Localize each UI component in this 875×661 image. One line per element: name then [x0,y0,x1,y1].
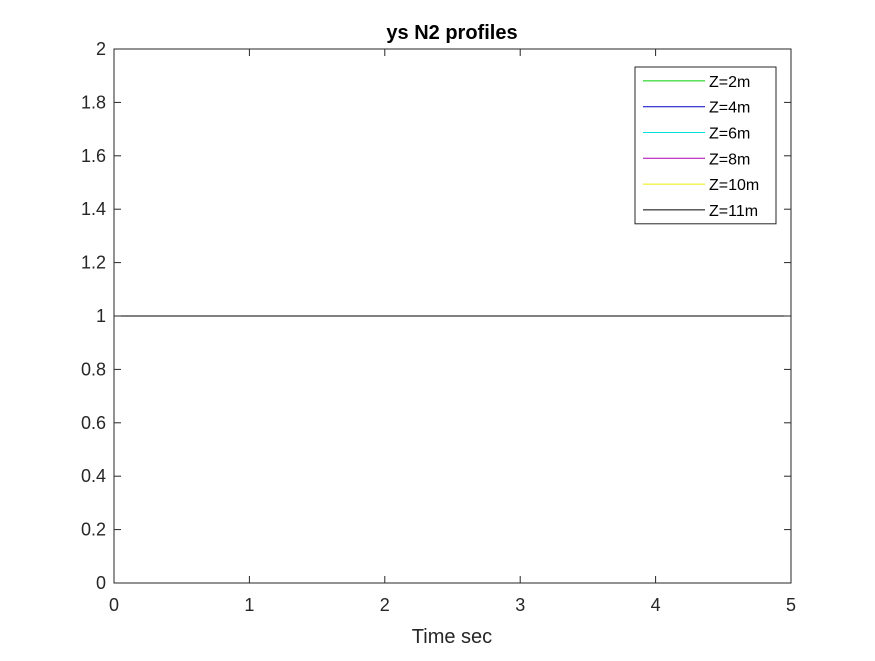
x-tick-label: 3 [515,595,525,615]
x-tick-label: 4 [651,595,661,615]
y-tick-label: 2 [96,39,106,59]
y-tick-label: 1.6 [81,146,106,166]
legend: Z=2m Z=4m Z=6m Z=8m Z=10m Z=11m [634,66,777,225]
y-tick-label: 0.6 [81,413,106,433]
x-tick-label: 2 [380,595,390,615]
x-tick-label: 5 [786,595,796,615]
y-tick-label: 1.4 [81,199,106,219]
legend-label: Z=4m [709,100,750,117]
ticks-layer: 0 1 2 3 4 5 0 0.2 0.4 0.6 0.8 1 1.2 1.4 1.6 1.8 2 [81,39,796,615]
chart-title: ys N2 profiles [386,22,517,44]
legend-label: Z=11m [709,203,758,220]
x-tick-label: 0 [109,595,119,615]
legend-box [634,66,777,225]
legend-label: Z=2m [709,74,750,91]
x-axis-label: Time sec [412,626,492,648]
legend-label: Z=8m [709,151,750,168]
y-tick-label: 0.8 [81,359,106,379]
y-tick-label: 0 [96,573,106,593]
y-tick-label: 0.2 [81,520,106,540]
legend-label: Z=6m [709,126,750,143]
y-tick-label: 0.4 [81,466,106,486]
y-tick-label: 1.2 [81,253,106,273]
y-tick-label: 1.8 [81,92,106,112]
y-tick-label: 1 [96,306,106,326]
legend-label: Z=10m [709,177,759,194]
x-tick-label: 1 [244,595,254,615]
